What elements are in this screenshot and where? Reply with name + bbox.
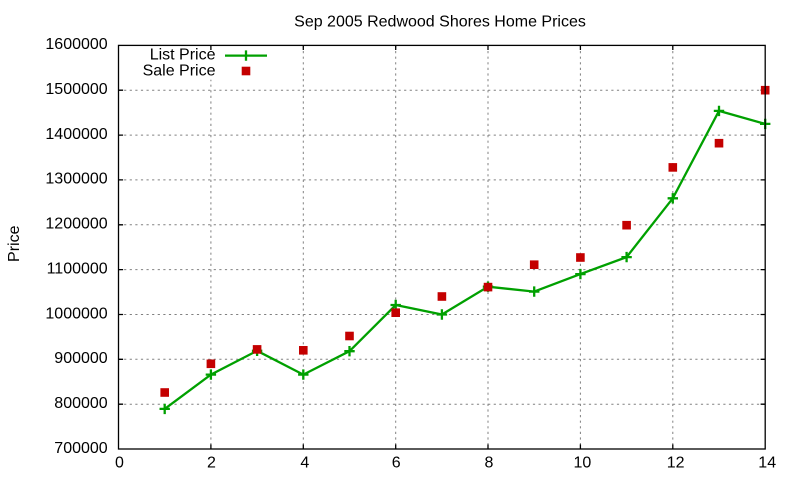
- svg-text:900000: 900000: [54, 350, 107, 367]
- svg-text:8: 8: [485, 455, 494, 472]
- svg-text:1500000: 1500000: [45, 81, 107, 98]
- svg-text:6: 6: [392, 455, 401, 472]
- svg-text:1200000: 1200000: [45, 216, 107, 233]
- svg-text:0: 0: [115, 455, 124, 472]
- svg-text:Sale Price: Sale Price: [143, 63, 216, 80]
- svg-text:2: 2: [207, 455, 216, 472]
- svg-text:14: 14: [758, 455, 776, 472]
- svg-text:1400000: 1400000: [45, 126, 107, 143]
- svg-text:800000: 800000: [54, 395, 107, 412]
- svg-text:1300000: 1300000: [45, 171, 107, 188]
- svg-text:12: 12: [667, 455, 685, 472]
- svg-text:List Price: List Price: [150, 47, 216, 64]
- svg-text:1000000: 1000000: [45, 305, 107, 322]
- svg-text:1600000: 1600000: [45, 36, 107, 53]
- svg-text:Price: Price: [6, 225, 23, 262]
- svg-text:10: 10: [574, 455, 592, 472]
- svg-text:4: 4: [300, 455, 309, 472]
- svg-text:700000: 700000: [54, 440, 107, 457]
- svg-text:Sep 2005 Redwood Shores Home P: Sep 2005 Redwood Shores Home Prices: [294, 14, 586, 31]
- svg-text:1100000: 1100000: [47, 260, 108, 277]
